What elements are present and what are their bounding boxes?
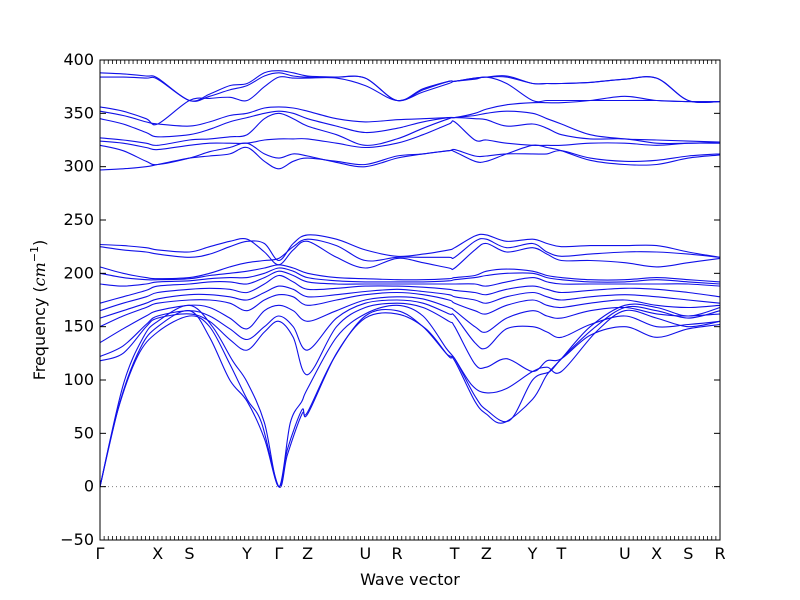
x-tick-label-S: S — [184, 544, 194, 563]
x-tick-label-X: X — [651, 544, 662, 563]
y-ticks-group: −50 0 50 100 150 200 250 300 350 400 — [60, 50, 720, 549]
x-tick-label-U: U — [619, 544, 631, 563]
band-line-2 — [99, 305, 721, 488]
band-line-3 — [99, 304, 721, 488]
band-line-4 — [99, 302, 721, 376]
band-line-10 — [99, 270, 721, 304]
y-axis-label-unit: cm — [30, 262, 49, 286]
band-line-5 — [99, 299, 721, 358]
band-line-17 — [99, 142, 721, 168]
x-tick-label-R: R — [391, 544, 402, 563]
band-line-1 — [99, 303, 721, 488]
band-line-13 — [99, 238, 721, 280]
band-line-20 — [99, 110, 721, 143]
band-line-6 — [99, 296, 721, 344]
x-tick-label-U: U — [359, 544, 371, 563]
band-line-12 — [99, 264, 721, 283]
y-axis-label: Frequency (cm−1) — [28, 240, 49, 381]
x-tick-label-X: X — [152, 544, 163, 563]
band-line-7 — [99, 291, 721, 328]
band-line-21 — [99, 95, 721, 127]
x-tick-label-Y: Y — [527, 544, 538, 563]
y-tick-label: 50 — [74, 423, 94, 442]
y-axis-label-main: Frequency ( — [30, 286, 49, 380]
bands-group — [99, 70, 721, 488]
band-line-14 — [99, 233, 721, 262]
y-axis-label-exponent: −1 — [28, 246, 41, 262]
band-line-8 — [99, 285, 721, 319]
y-tick-label: 250 — [63, 210, 94, 229]
x-tick-label-T: T — [556, 544, 567, 563]
y-tick-label: 0 — [84, 477, 94, 496]
x-tick-label-Γ: Γ — [274, 544, 283, 563]
x-tick-label-Z: Z — [302, 544, 313, 563]
band-line-11 — [99, 267, 721, 287]
band-line-15 — [99, 238, 721, 271]
y-tick-label: 400 — [63, 50, 94, 69]
y-tick-label: 200 — [63, 263, 94, 282]
y-tick-label: 150 — [63, 317, 94, 336]
band-line-19 — [99, 112, 721, 146]
band-line-18 — [99, 120, 721, 151]
x-tick-label-Y: Y — [241, 544, 252, 563]
x-tick-label-S: S — [683, 544, 693, 563]
x-tick-label-R: R — [714, 544, 725, 563]
band-line-9 — [99, 274, 721, 312]
y-tick-label: −50 — [60, 530, 94, 549]
x-tick-label-Z: Z — [481, 544, 492, 563]
y-axis-label-close: ) — [30, 240, 49, 246]
x-axis-label: Wave vector — [360, 570, 460, 589]
band-line-24 — [99, 70, 721, 104]
y-tick-label: 100 — [63, 370, 94, 389]
x-tick-label-T: T — [449, 544, 460, 563]
band-line-16 — [99, 144, 721, 171]
y-tick-label: 350 — [63, 103, 94, 122]
y-tick-label: 300 — [63, 157, 94, 176]
x-tick-label-Γ: Γ — [96, 544, 105, 563]
